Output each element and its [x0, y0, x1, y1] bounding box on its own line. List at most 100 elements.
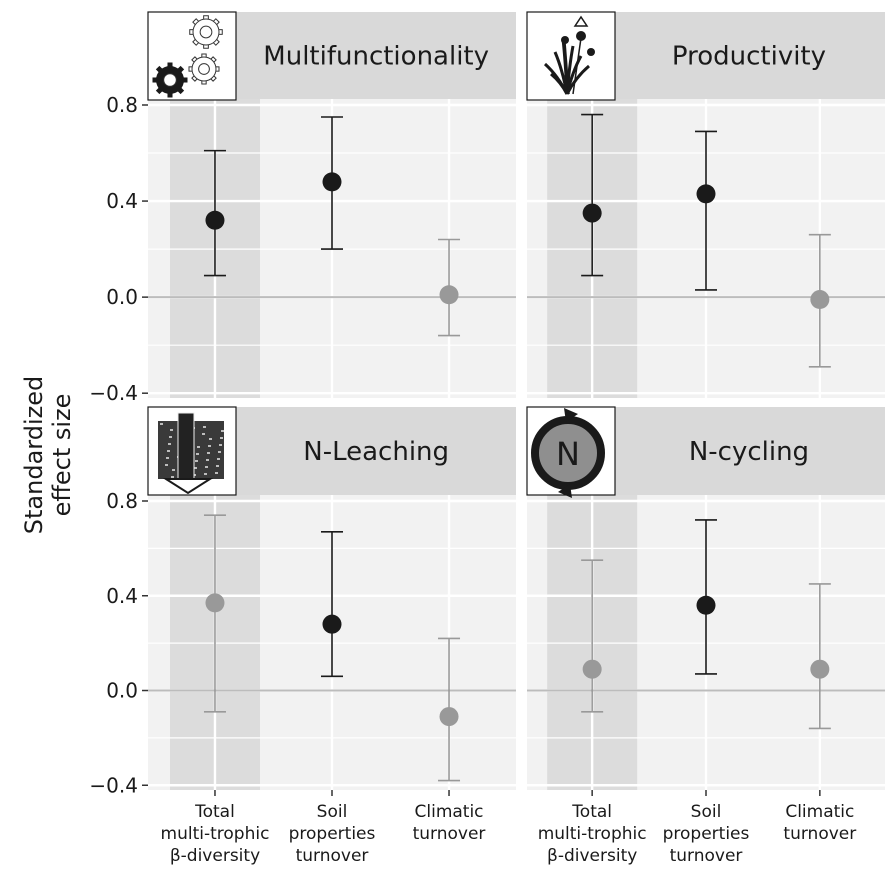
leaf: [550, 72, 569, 95]
facet-title: N-Leaching: [303, 437, 449, 467]
x-tick-label: properties: [663, 824, 750, 844]
soil-speck: [221, 430, 224, 432]
data-point: [322, 614, 342, 634]
soil-speck: [220, 437, 223, 439]
y-axis-label-line1: Standardized: [20, 376, 48, 534]
soil-speck: [169, 436, 172, 438]
facet-title: Multifunctionality: [263, 42, 489, 72]
nitrogen-symbol: N: [556, 435, 580, 473]
data-point: [205, 210, 225, 230]
soil-speck: [160, 423, 163, 425]
x-tick-label: β-diversity: [170, 846, 260, 866]
x-tick-label: properties: [289, 824, 376, 844]
y-tick-label: 0.4: [106, 584, 138, 608]
data-point: [696, 595, 716, 615]
y-tick-label: −0.4: [89, 381, 138, 405]
soil-speck: [208, 445, 211, 447]
soil-speck: [219, 444, 222, 446]
flower: [561, 36, 569, 44]
facet-panel: Productivity: [526, 11, 885, 398]
facet-title: Productivity: [672, 42, 826, 72]
x-tick-label: β-diversity: [547, 846, 637, 866]
data-point: [582, 203, 602, 223]
flower: [587, 48, 595, 56]
data-point: [205, 593, 225, 613]
cycle-arrow-head: [564, 408, 578, 422]
data-point: [582, 659, 602, 679]
x-tick-label: multi-trophic: [161, 824, 270, 844]
y-tick-label: 0.8: [106, 489, 138, 513]
flower: [576, 31, 586, 41]
leach-column: [177, 412, 195, 482]
y-axis-label-line2: effect size: [48, 394, 76, 517]
soil-speck: [218, 451, 221, 453]
panels: Multifunctionality −0.4 0.0 0.4 0.8 Productiv…: [89, 11, 885, 797]
soil-speck: [216, 465, 219, 467]
gear-shape: [188, 53, 220, 85]
soil-speck: [204, 473, 207, 475]
soil-speck: [171, 476, 174, 478]
soil-speck: [207, 452, 210, 454]
x-axis: Totalmulti-trophicβ-diversitySoilpropert…: [161, 790, 856, 866]
soil-speck: [196, 453, 199, 455]
soil-speck: [194, 467, 197, 469]
cycle-arrow-head: [558, 484, 572, 498]
soil-speck: [167, 450, 170, 452]
soil-speck: [197, 446, 200, 448]
soil-speck: [209, 438, 212, 440]
data-point: [810, 659, 830, 679]
soil-speck: [170, 429, 173, 431]
gears-icon: [147, 11, 237, 101]
error-bar: [695, 130, 717, 291]
x-tick-label: turnover: [783, 824, 856, 844]
soil-speck: [168, 443, 171, 445]
x-tick-label: turnover: [296, 846, 369, 866]
soil-speck: [195, 460, 198, 462]
facet-panel: N-cycling N: [526, 406, 885, 790]
facet-panel: Multifunctionality −0.4 0.0 0.4 0.8: [89, 11, 516, 405]
plant-icon: [526, 11, 616, 101]
x-tick-label: turnover: [670, 846, 743, 866]
data-point: [322, 172, 342, 192]
x-tick-label: turnover: [413, 824, 486, 844]
arrow-up-icon: [573, 15, 589, 27]
error-bar: [321, 530, 343, 678]
soil-speck: [172, 469, 175, 471]
facet-title: N-cycling: [689, 437, 809, 467]
soil-speck: [202, 433, 205, 435]
soil-speck: [205, 466, 208, 468]
y-tick-label: 0.0: [106, 679, 138, 703]
cycle-fill: [538, 423, 598, 483]
arrow-down-icon: [162, 478, 214, 495]
x-tick-label: Total: [571, 802, 612, 822]
y-tick-label: 0.8: [106, 93, 138, 117]
x-tick-label: Total: [194, 802, 235, 822]
data-point: [810, 290, 830, 310]
y-tick-label: 0.4: [106, 189, 138, 213]
x-tick-label: Soil: [317, 802, 348, 822]
y-tick-label: 0.0: [106, 285, 138, 309]
facet-panel: N-Leaching −0.4 0.0 0.4 0.8: [89, 406, 516, 797]
error-bar: [581, 113, 604, 277]
data-point: [439, 285, 459, 305]
soil-speck: [217, 458, 220, 460]
stem: [564, 41, 570, 95]
error-bar: [581, 559, 604, 713]
x-tick-label: Climatic: [415, 802, 484, 822]
gear-shape: [152, 62, 188, 98]
error-bar: [203, 514, 226, 713]
error-bar: [808, 583, 831, 730]
gear-shape: [189, 15, 223, 49]
stem: [572, 37, 582, 95]
data-point: [696, 184, 716, 204]
soil-speck: [215, 472, 218, 474]
x-tick-label: Soil: [691, 802, 722, 822]
nitrogen-cycle-icon: N: [526, 406, 616, 498]
soil-speck: [166, 457, 169, 459]
soil-speck: [203, 426, 206, 428]
y-tick-label: −0.4: [89, 773, 138, 797]
soil-speck: [206, 459, 209, 461]
x-tick-label: Climatic: [785, 802, 854, 822]
data-point: [439, 707, 459, 727]
